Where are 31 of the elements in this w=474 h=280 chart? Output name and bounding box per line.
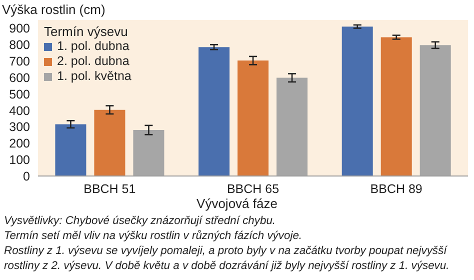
legend-label: 1. pol. dubna [57,39,130,54]
y-tick-label: 700 [9,54,30,68]
x-tick-label: BBCH 89 [370,182,422,196]
y-tick-label: 800 [9,38,30,52]
x-tick-label: BBCH 51 [84,182,136,196]
bar [276,78,308,176]
y-tick-label: 600 [9,70,30,85]
legend-label: 1. pol. května [57,69,132,84]
legend-title: Termín výsevu [44,24,129,39]
legend-label: 2. pol. dubna [57,54,130,69]
y-tick-label: 0 [23,169,30,184]
bar [342,26,373,176]
y-axis-title: Výška rostlin (cm) [2,2,106,17]
y-tick-label: 400 [9,104,30,118]
text: Vysvětlivky: Chybové úsečky znázorňují střední chybu. [4,214,277,229]
bar [55,124,86,176]
y-tick-label: 100 [9,153,30,168]
bar [238,60,269,176]
y-tick-label: 200 [9,136,30,151]
bar [380,37,412,176]
y-tick-label: 300 [9,120,30,134]
bar [94,110,126,176]
text: Termín setí měl vliv na výšku rostlin v různých fázích vývoje. [4,229,304,244]
y-tick-label: 900 [9,22,30,36]
bar [420,45,451,176]
text: Rostliny z 1. výsevu se vyvíjely pomaleji, a proto byly v na začátku tvorby poupat nejvyšší rostliny z 2. výsevu. V době květu a v době dozrávání již byly nejvyšší rostliny z 1. výsevu. [4,244,450,274]
x-tick-label: BBCH 65 [226,182,280,196]
y-tick-label: 500 [9,87,30,102]
bar [133,130,164,176]
x-axis-title: Vývojová fáze [196,196,278,211]
bar [198,47,230,176]
